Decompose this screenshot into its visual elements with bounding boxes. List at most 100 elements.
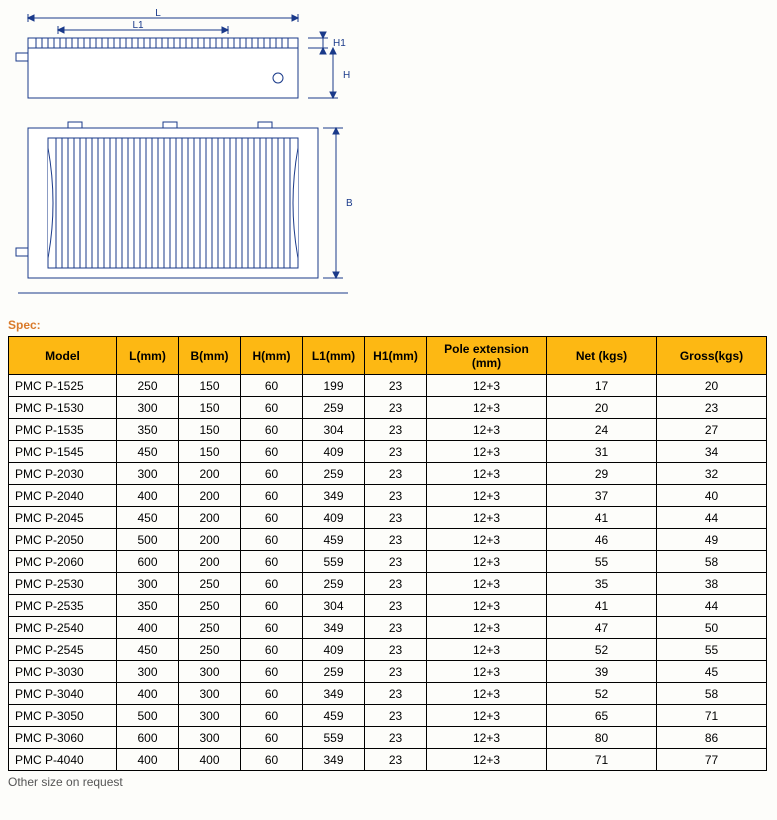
cell-B: 150 [179,375,241,397]
cell-H: 60 [241,705,303,727]
cell-L1: 349 [303,485,365,507]
cell-L1: 304 [303,595,365,617]
cell-B: 250 [179,639,241,661]
cell-B: 400 [179,749,241,771]
cell-L1: 459 [303,705,365,727]
cell-L: 450 [117,441,179,463]
cell-H: 60 [241,617,303,639]
cell-B: 250 [179,573,241,595]
cell-pole: 12+3 [427,485,547,507]
cell-H1: 23 [365,661,427,683]
cell-H: 60 [241,463,303,485]
cell-H1: 23 [365,485,427,507]
cell-H: 60 [241,727,303,749]
cell-model: PMC P-4040 [9,749,117,771]
cell-L1: 349 [303,617,365,639]
cell-gross: 44 [657,595,767,617]
cell-B: 300 [179,683,241,705]
cell-L: 350 [117,419,179,441]
col-header-model: Model [9,337,117,375]
cell-L: 450 [117,507,179,529]
dim-label-L: L [155,8,161,19]
cell-L1: 459 [303,529,365,551]
cell-B: 250 [179,595,241,617]
cell-gross: 27 [657,419,767,441]
cell-H1: 23 [365,529,427,551]
cell-H1: 23 [365,419,427,441]
cell-net: 65 [547,705,657,727]
cell-L1: 409 [303,507,365,529]
cell-pole: 12+3 [427,419,547,441]
cell-pole: 12+3 [427,639,547,661]
cell-H: 60 [241,749,303,771]
cell-pole: 12+3 [427,463,547,485]
cell-gross: 34 [657,441,767,463]
table-row: PMC P-1525250150601992312+31720 [9,375,767,397]
cell-model: PMC P-3050 [9,705,117,727]
cell-H1: 23 [365,397,427,419]
cell-model: PMC P-3040 [9,683,117,705]
cell-B: 150 [179,397,241,419]
cell-H1: 23 [365,595,427,617]
cell-L1: 349 [303,749,365,771]
cell-model: PMC P-2040 [9,485,117,507]
cell-H: 60 [241,375,303,397]
table-row: PMC P-2530300250602592312+33538 [9,573,767,595]
cell-model: PMC P-2530 [9,573,117,595]
cell-H1: 23 [365,441,427,463]
cell-H1: 23 [365,551,427,573]
cell-L: 400 [117,617,179,639]
table-row: PMC P-1535350150603042312+32427 [9,419,767,441]
table-row: PMC P-3030300300602592312+33945 [9,661,767,683]
table-row: PMC P-3060600300605592312+38086 [9,727,767,749]
cell-L: 450 [117,639,179,661]
cell-L: 600 [117,727,179,749]
cell-L: 400 [117,683,179,705]
cell-net: 41 [547,507,657,529]
cell-model: PMC P-1545 [9,441,117,463]
cell-L: 350 [117,595,179,617]
cell-gross: 58 [657,683,767,705]
cell-L1: 259 [303,573,365,595]
cell-H1: 23 [365,375,427,397]
cell-net: 31 [547,441,657,463]
table-row: PMC P-2045450200604092312+34144 [9,507,767,529]
spec-heading: Spec: [8,318,769,332]
cell-pole: 12+3 [427,375,547,397]
cell-net: 52 [547,639,657,661]
table-header-row: ModelL(mm)B(mm)H(mm)L1(mm)H1(mm)Pole ext… [9,337,767,375]
cell-pole: 12+3 [427,727,547,749]
cell-net: 71 [547,749,657,771]
cell-B: 300 [179,705,241,727]
cell-pole: 12+3 [427,551,547,573]
cell-gross: 55 [657,639,767,661]
cell-B: 300 [179,727,241,749]
cell-model: PMC P-2540 [9,617,117,639]
cell-gross: 49 [657,529,767,551]
cell-L1: 409 [303,639,365,661]
table-row: PMC P-2540400250603492312+34750 [9,617,767,639]
cell-gross: 71 [657,705,767,727]
cell-net: 52 [547,683,657,705]
cell-H: 60 [241,573,303,595]
cell-pole: 12+3 [427,507,547,529]
cell-B: 150 [179,419,241,441]
col-header-net: Net (kgs) [547,337,657,375]
cell-L: 500 [117,529,179,551]
cell-model: PMC P-1525 [9,375,117,397]
cell-L1: 559 [303,727,365,749]
cell-L: 250 [117,375,179,397]
cell-H: 60 [241,551,303,573]
cell-net: 39 [547,661,657,683]
cell-H: 60 [241,419,303,441]
cell-net: 24 [547,419,657,441]
cell-H1: 23 [365,705,427,727]
col-header-H: H(mm) [241,337,303,375]
cell-gross: 23 [657,397,767,419]
drawing-svg: L L1 H1 [8,8,358,308]
cell-net: 29 [547,463,657,485]
cell-model: PMC P-1530 [9,397,117,419]
cell-net: 17 [547,375,657,397]
cell-B: 300 [179,661,241,683]
cell-pole: 12+3 [427,441,547,463]
